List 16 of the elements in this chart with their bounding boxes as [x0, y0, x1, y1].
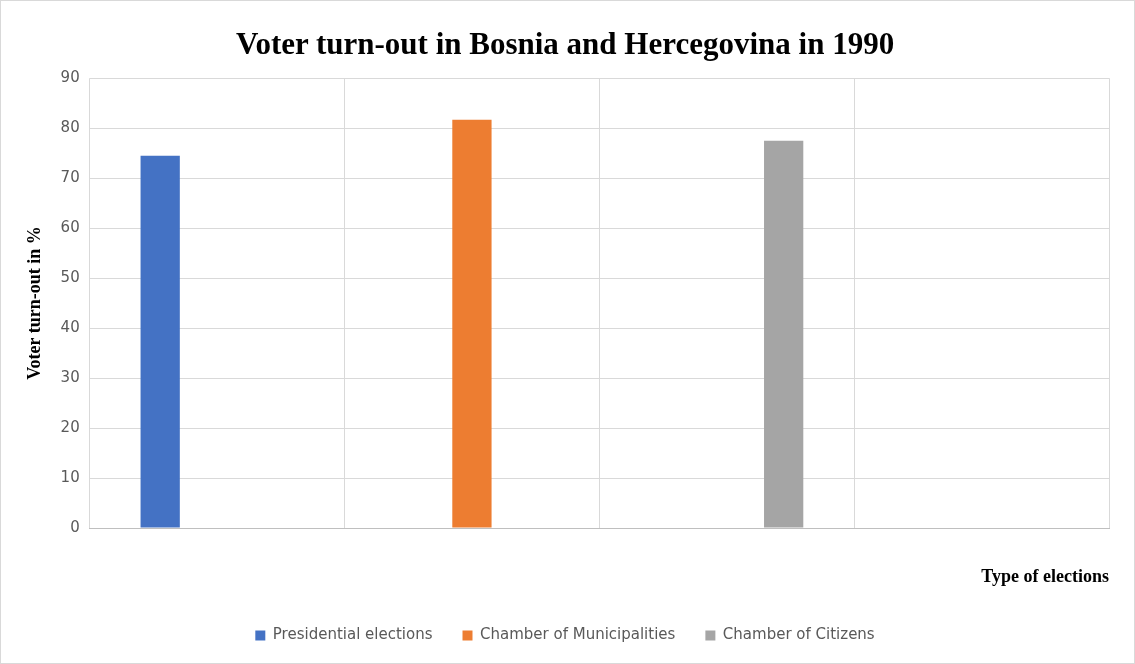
- y-axis-title: Voter turn-out in %: [24, 226, 45, 380]
- y-tick-label: 20: [60, 417, 80, 436]
- y-tick-label: 30: [60, 367, 80, 386]
- legend-label: Chamber of Citizens: [722, 625, 875, 644]
- legend-label: Presidential elections: [272, 625, 433, 644]
- y-tick-label: 80: [60, 118, 80, 137]
- y-tick-label: 40: [60, 317, 80, 336]
- legend-label: Chamber of Municipalities: [480, 625, 676, 644]
- y-tick-label: 10: [60, 467, 80, 486]
- chart-title: Voter turn-out in Bosnia and Hercegovina in 1990: [235, 25, 895, 61]
- y-tick-label: 90: [60, 68, 80, 87]
- y-tick-label: 50: [60, 268, 80, 286]
- x-axis-title: Type of elections: [981, 565, 1109, 586]
- y-tick-label: 70: [60, 168, 80, 187]
- y-tick-label: 0: [70, 517, 80, 536]
- y-tick-label: 60: [60, 218, 80, 237]
